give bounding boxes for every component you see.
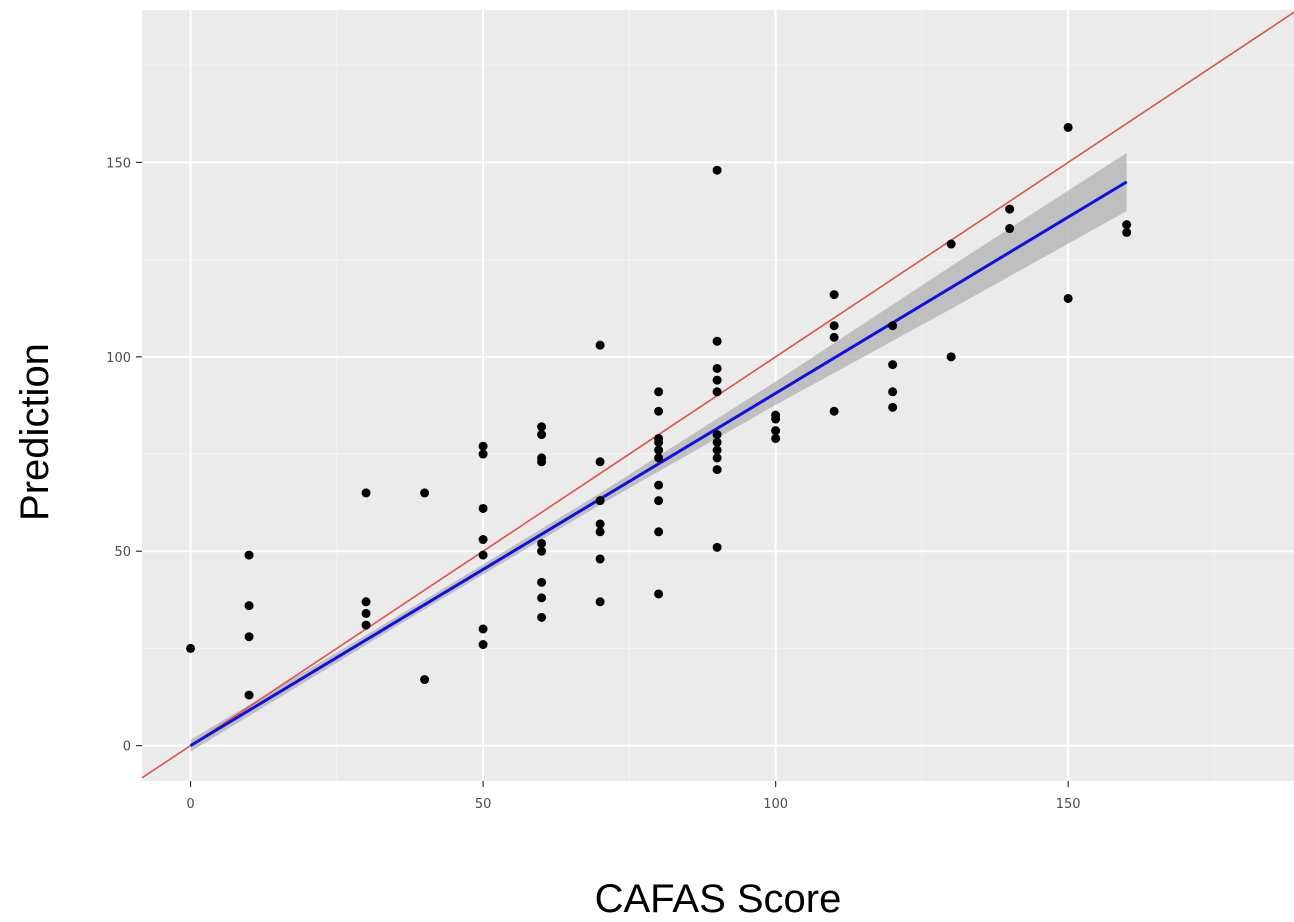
data-point (537, 539, 546, 548)
data-point (479, 535, 488, 544)
data-point (1005, 205, 1014, 214)
x-axis-title: CAFAS Score (595, 877, 842, 921)
data-point (479, 624, 488, 633)
data-point (830, 290, 839, 299)
data-point (479, 504, 488, 513)
y-tick-label: 150 (106, 156, 131, 171)
data-point (420, 488, 429, 497)
y-axis-title: Prediction (13, 343, 57, 521)
data-point (596, 341, 605, 350)
x-tick-label: 150 (1056, 797, 1081, 812)
data-point (479, 450, 488, 459)
data-point (537, 430, 546, 439)
y-tick-label: 100 (106, 351, 131, 366)
data-point (713, 337, 722, 346)
data-point (596, 457, 605, 466)
y-tick-label: 0 (123, 740, 131, 755)
data-point (654, 527, 663, 536)
data-point (537, 613, 546, 622)
data-point (1005, 224, 1014, 233)
data-point (654, 407, 663, 416)
data-point (713, 430, 722, 439)
data-point (771, 415, 780, 424)
data-point (713, 453, 722, 462)
data-point (830, 321, 839, 330)
data-point (537, 578, 546, 587)
data-point (654, 438, 663, 447)
data-point (888, 403, 897, 412)
data-point (362, 488, 371, 497)
data-point (713, 376, 722, 385)
data-point (713, 438, 722, 447)
data-point (713, 166, 722, 175)
x-tick-label: 100 (763, 797, 788, 812)
data-point (362, 597, 371, 606)
data-point (537, 593, 546, 602)
data-point (537, 547, 546, 556)
data-point (537, 457, 546, 466)
data-point (654, 446, 663, 455)
data-point (479, 551, 488, 560)
data-point (245, 551, 254, 560)
data-point (654, 589, 663, 598)
data-point (596, 496, 605, 505)
data-point (713, 446, 722, 455)
data-point (888, 360, 897, 369)
y-axis-ticks: 0 50 100 150 (106, 156, 142, 754)
data-point (713, 364, 722, 373)
data-point (1122, 220, 1131, 229)
data-point (596, 527, 605, 536)
data-point (596, 597, 605, 606)
data-point (771, 426, 780, 435)
data-point (362, 609, 371, 618)
x-tick-label: 50 (475, 797, 492, 812)
data-point (1064, 294, 1073, 303)
data-point (947, 352, 956, 361)
data-point (1064, 123, 1073, 132)
data-point (888, 321, 897, 330)
data-point (420, 675, 429, 684)
data-point (186, 644, 195, 653)
data-point (888, 387, 897, 396)
data-point (713, 465, 722, 474)
x-axis-ticks: 0 50 100 150 (186, 781, 1080, 812)
data-point (830, 333, 839, 342)
data-point (362, 621, 371, 630)
data-point (713, 543, 722, 552)
data-point (537, 422, 546, 431)
data-point (245, 691, 254, 700)
data-point (654, 496, 663, 505)
data-point (479, 442, 488, 451)
data-point (947, 240, 956, 249)
data-point (713, 387, 722, 396)
data-point (596, 520, 605, 529)
data-point (479, 640, 488, 649)
data-point (245, 632, 254, 641)
data-point (654, 481, 663, 490)
data-point (596, 554, 605, 563)
y-tick-label: 50 (114, 545, 131, 560)
data-point (245, 601, 254, 610)
data-point (654, 387, 663, 396)
data-point (1122, 228, 1131, 237)
data-point (830, 407, 839, 416)
data-point (771, 434, 780, 443)
x-tick-label: 0 (186, 797, 194, 812)
data-point (654, 453, 663, 462)
